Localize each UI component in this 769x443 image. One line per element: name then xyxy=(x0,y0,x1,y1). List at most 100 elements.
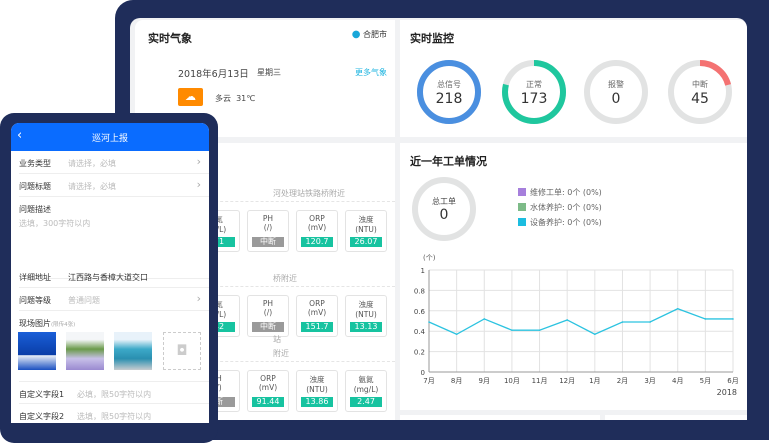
metric-box[interactable]: 浊度 (NTU) 26.07 xyxy=(345,210,387,252)
site-photo[interactable] xyxy=(66,332,104,370)
issue-title-field[interactable]: 问题标题 请选择，必填 › xyxy=(19,174,209,197)
monitor-ring[interactable]: 正常 173 xyxy=(502,60,566,124)
data-point xyxy=(676,307,679,310)
metric-name: PH xyxy=(262,214,274,223)
ring-value: 45 xyxy=(691,91,709,107)
data-point xyxy=(455,333,458,336)
metric-box[interactable]: 氨氮 (mg/L) 2.47 xyxy=(345,370,387,412)
dashboard-screen: 实时气象 ● 合肥市 2018年6月13日 星期三 更多气象 ☁ 多云 31℃ … xyxy=(130,18,747,420)
bottom-card xyxy=(605,415,747,420)
metric-value: 中断 xyxy=(252,322,284,332)
x-tick-label: 12月 xyxy=(559,377,575,385)
divider xyxy=(205,201,395,202)
total-value: 0 xyxy=(439,207,449,223)
metric-unit: (NTU) xyxy=(355,310,377,319)
metric-name: 浊度 xyxy=(309,375,325,384)
x-tick-label: 10月 xyxy=(504,377,520,385)
metric-unit: (/) xyxy=(263,223,273,232)
x-tick-label: 9月 xyxy=(479,377,490,385)
site-photo[interactable] xyxy=(114,332,152,370)
series-line xyxy=(428,308,733,335)
monitor-ring[interactable]: 总信号 218 xyxy=(417,60,481,124)
ring-label: 正常 xyxy=(526,80,542,89)
metric-unit: g/L) xyxy=(211,225,227,234)
x-tick-label: 2月 xyxy=(617,377,628,385)
partly-cloudy-icon: ☁ xyxy=(178,88,203,106)
add-photo-button[interactable]: ◘ xyxy=(163,332,201,370)
metric-value: 151.7 xyxy=(301,322,333,332)
chevron-right-icon: › xyxy=(196,178,201,191)
metric-unit: g/L) xyxy=(211,310,227,319)
x-tick-label: 11月 xyxy=(532,377,548,385)
weather-title: 实时气象 xyxy=(148,32,192,45)
data-point xyxy=(566,319,568,321)
issue-level-field[interactable]: 问题等级 普通问题 › xyxy=(19,288,209,311)
station-name: 河处理站铁路桥附近 xyxy=(273,189,345,198)
metric-unit: /) xyxy=(216,383,222,392)
data-point xyxy=(483,318,486,320)
business-type-field[interactable]: 业务类型 请选择，必填 › xyxy=(19,151,209,174)
ring-label: 报警 xyxy=(608,80,624,89)
custom-field-1[interactable]: 自定义字段1 必填，限50字符以内 xyxy=(19,381,209,404)
legend-swatch xyxy=(518,203,526,211)
legend-swatch xyxy=(518,218,526,226)
legend-item: 设备养护: 0个 (0%) xyxy=(518,217,602,228)
location[interactable]: ● 合肥市 xyxy=(352,29,387,40)
ring-value: 218 xyxy=(435,91,463,107)
data-point xyxy=(704,318,707,320)
issue-description-field[interactable]: 问题描述 选填，300字符以内 xyxy=(19,197,209,279)
metric-box[interactable]: PH (/) 中断 xyxy=(247,210,289,252)
address-field[interactable]: 详细地址 江西路与香樟大道交口 xyxy=(19,265,209,288)
y-tick-label: 0.4 xyxy=(414,328,426,336)
y-tick-label: 0.6 xyxy=(414,308,426,316)
metric-value: 91.44 xyxy=(252,397,284,407)
ring-value: 0 xyxy=(611,91,621,107)
x-tick-label: 4月 xyxy=(672,377,683,385)
metric-name: 氮 xyxy=(215,215,223,224)
metric-value: 26.07 xyxy=(350,237,382,247)
metric-name: H xyxy=(216,374,222,383)
site-photo[interactable] xyxy=(18,332,56,370)
phone-header: ‹ 巡河上报 xyxy=(11,123,209,151)
divider xyxy=(205,361,395,362)
metric-value: 13.13 xyxy=(350,322,382,332)
legend-item: 水体养护: 0个 (0%) xyxy=(518,202,602,213)
workorder-line-chart: (个) 0 0.2 0.4 0.6 0.8 1 7月 8月 9月 10月 11月 12月 1月 2月 3月 4月… xyxy=(414,254,739,397)
data-point xyxy=(621,321,624,323)
metric-unit: (NTU) xyxy=(355,225,377,234)
metric-box[interactable]: 浊度 (NTU) 13.86 xyxy=(296,370,338,412)
metric-value: 2.47 xyxy=(350,397,382,407)
station-name: 桥附近 xyxy=(273,274,297,283)
metric-value: 71 xyxy=(203,237,235,247)
custom-field-2[interactable]: 自定义字段2 选填，限50字符以内 xyxy=(19,404,209,423)
metric-value: 中断 xyxy=(252,237,284,247)
workorder-title: 近一年工单情况 xyxy=(410,155,487,168)
weather-weekday: 星期三 xyxy=(257,68,281,77)
divider xyxy=(205,286,395,287)
metric-value: 42 xyxy=(203,322,235,332)
photos-label: 现场图片(限传4张) xyxy=(19,319,76,328)
data-point xyxy=(594,333,596,336)
workorder-card: 近一年工单情况 总工单 0 维修工单: 0个 (0%) 水体养护: 0个 (0%)… xyxy=(400,143,747,410)
metric-unit: (mg/L) xyxy=(353,385,379,394)
metric-box[interactable]: ORP (mV) 151.7 xyxy=(296,295,338,337)
data-point xyxy=(649,321,651,323)
phone-screen: ‹ 巡河上报 业务类型 请选择，必填 › 问题标题 请选择，必填 › 问题描述 选填，30… xyxy=(11,123,209,423)
chevron-right-icon: › xyxy=(196,292,201,305)
station-name: 站 xyxy=(273,335,281,344)
monitor-ring[interactable]: 中断 45 xyxy=(668,60,732,124)
y-tick-label: 1 xyxy=(421,267,425,275)
metric-box[interactable]: PH (/) 中断 xyxy=(247,295,289,337)
metric-box[interactable]: 浊度 (NTU) 13.13 xyxy=(345,295,387,337)
monitor-ring[interactable]: 报警 0 xyxy=(584,60,648,124)
metric-unit: (mV) xyxy=(307,308,327,317)
chevron-left-icon[interactable]: ‹ xyxy=(17,128,23,143)
data-point xyxy=(732,318,734,320)
metric-box[interactable]: ORP (mV) 120.7 xyxy=(296,210,338,252)
monitor-card: 实时监控 总信号 218 正常 173 报警 0 中断 45 xyxy=(400,20,747,137)
year-label: 2018 xyxy=(717,388,737,397)
metric-box[interactable]: ORP (mV) 91.44 xyxy=(247,370,289,412)
more-weather-link[interactable]: 更多气象 xyxy=(355,68,387,77)
chevron-right-icon: › xyxy=(196,155,201,168)
legend-swatch xyxy=(518,188,526,196)
